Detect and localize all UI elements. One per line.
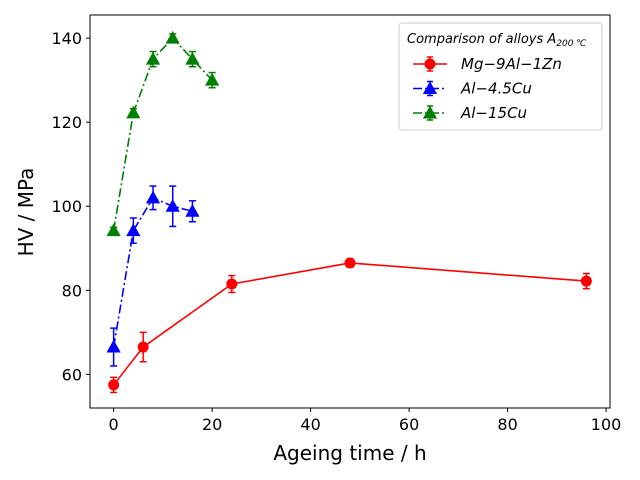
- legend-entry-1: Al−4.5Cu: [413, 80, 532, 98]
- data-point: [580, 275, 592, 287]
- y-tick-label: 120: [51, 113, 82, 132]
- x-tick-label: 60: [399, 415, 419, 434]
- data-point: [344, 257, 356, 269]
- legend-title-subscript: 200 ℃: [556, 39, 587, 49]
- legend-marker: [422, 81, 438, 94]
- x-tick-label: 0: [109, 415, 119, 434]
- x-axis-label: Ageing time / h: [273, 441, 426, 465]
- legend-marker: [422, 105, 438, 119]
- y-tick-label: 140: [51, 29, 82, 48]
- data-point: [137, 341, 149, 353]
- data-point: [106, 223, 121, 237]
- data-point: [126, 105, 141, 119]
- legend-title-main: Comparison of alloys A: [407, 32, 556, 47]
- series-line: [113, 262, 587, 386]
- data-point: [145, 51, 161, 65]
- plot-frame: [89, 14, 611, 409]
- legend-entries: Mg−9Al−1Zn Al−4.5Cu Al−15Cu: [413, 55, 562, 122]
- ticks-layer: 0 20 40 60 80 100 60 80 100 120 140: [51, 29, 621, 434]
- y-tick-label: 60: [62, 365, 82, 384]
- legend-label: Mg−9Al−1Zn: [461, 55, 562, 73]
- x-tick-label: 80: [497, 415, 517, 434]
- legend-label: Al−15Cu: [460, 104, 527, 122]
- legend-title: Comparison of alloys A200 ℃: [407, 32, 587, 49]
- legend-marker: [424, 58, 436, 70]
- series-layer: [106, 30, 592, 394]
- legend-label: Al−4.5Cu: [460, 80, 532, 98]
- data-point: [185, 204, 200, 217]
- y-tick-label: 80: [62, 281, 82, 300]
- data-point: [108, 379, 120, 391]
- data-point: [165, 30, 180, 44]
- legend-box: [398, 22, 603, 131]
- legend-entry-0: Mg−9Al−1Zn: [413, 55, 562, 73]
- data-point: [106, 339, 121, 353]
- y-axis-label: HV / MPa: [14, 168, 38, 257]
- x-tick-label: 100: [591, 415, 622, 434]
- data-point: [226, 278, 238, 290]
- series-line: [112, 196, 193, 348]
- data-point: [185, 51, 200, 65]
- data-point: [145, 190, 161, 204]
- series-2: [106, 30, 220, 237]
- legend: Comparison of alloys A200 ℃ Mg−9Al−1Zn Al…: [398, 22, 603, 131]
- x-tick-label: 40: [300, 415, 320, 434]
- data-point: [165, 198, 180, 212]
- series-0: [108, 257, 592, 394]
- x-tick-label: 20: [202, 415, 222, 434]
- series-1: [106, 185, 200, 367]
- data-point: [205, 72, 220, 86]
- y-tick-label: 100: [51, 197, 82, 216]
- legend-entry-2: Al−15Cu: [413, 104, 527, 122]
- data-point: [126, 223, 141, 237]
